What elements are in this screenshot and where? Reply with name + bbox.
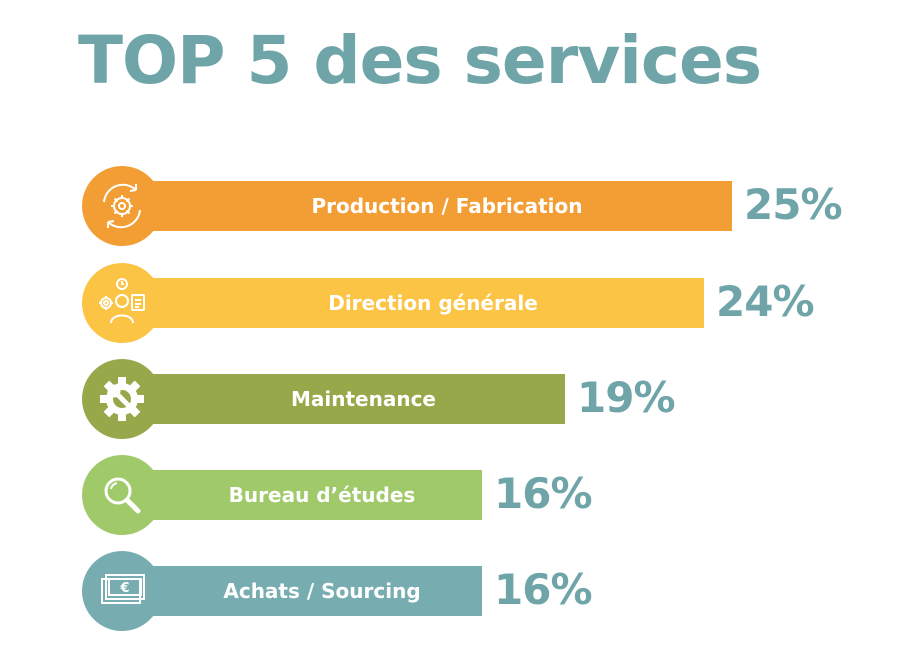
- value-label-production: 25%: [744, 180, 843, 229]
- gear-wrench-icon: [82, 359, 162, 439]
- bar-row-production: Production / Fabrication 25%: [82, 166, 882, 246]
- bar-achats: Achats / Sourcing: [122, 566, 482, 616]
- manager-tasks-icon: [82, 263, 162, 343]
- bar-label-maintenance: Maintenance: [290, 387, 436, 411]
- bar-row-bureau: Bureau d’études 16%: [82, 455, 882, 535]
- bar-production: Production / Fabrication: [122, 181, 732, 231]
- bar-label-direction: Direction générale: [328, 291, 538, 315]
- value-label-maintenance: 19%: [577, 373, 676, 422]
- euro-banknote-icon: €: [82, 551, 162, 631]
- bar-row-maintenance: Maintenance 19%: [82, 359, 882, 439]
- bar-maintenance: Maintenance: [122, 374, 565, 424]
- value-label-direction: 24%: [716, 277, 815, 326]
- bar-bureau: Bureau d’études: [122, 470, 482, 520]
- bar-label-production: Production / Fabrication: [311, 194, 583, 218]
- bar-label-bureau: Bureau d’études: [228, 483, 416, 507]
- svg-text:€: €: [119, 581, 129, 596]
- chart-title: TOP 5 des services: [78, 22, 762, 99]
- gears-cycle-icon: [82, 166, 162, 246]
- bar-direction: Direction générale: [122, 278, 704, 328]
- value-label-bureau: 16%: [494, 469, 593, 518]
- bar-label-achats: Achats / Sourcing: [223, 579, 421, 603]
- magnifier-icon: [82, 455, 162, 535]
- bar-row-achats: Achats / Sourcing € 16%: [82, 551, 882, 631]
- bar-row-direction: Direction générale 24%: [82, 263, 882, 343]
- value-label-achats: 16%: [494, 565, 593, 614]
